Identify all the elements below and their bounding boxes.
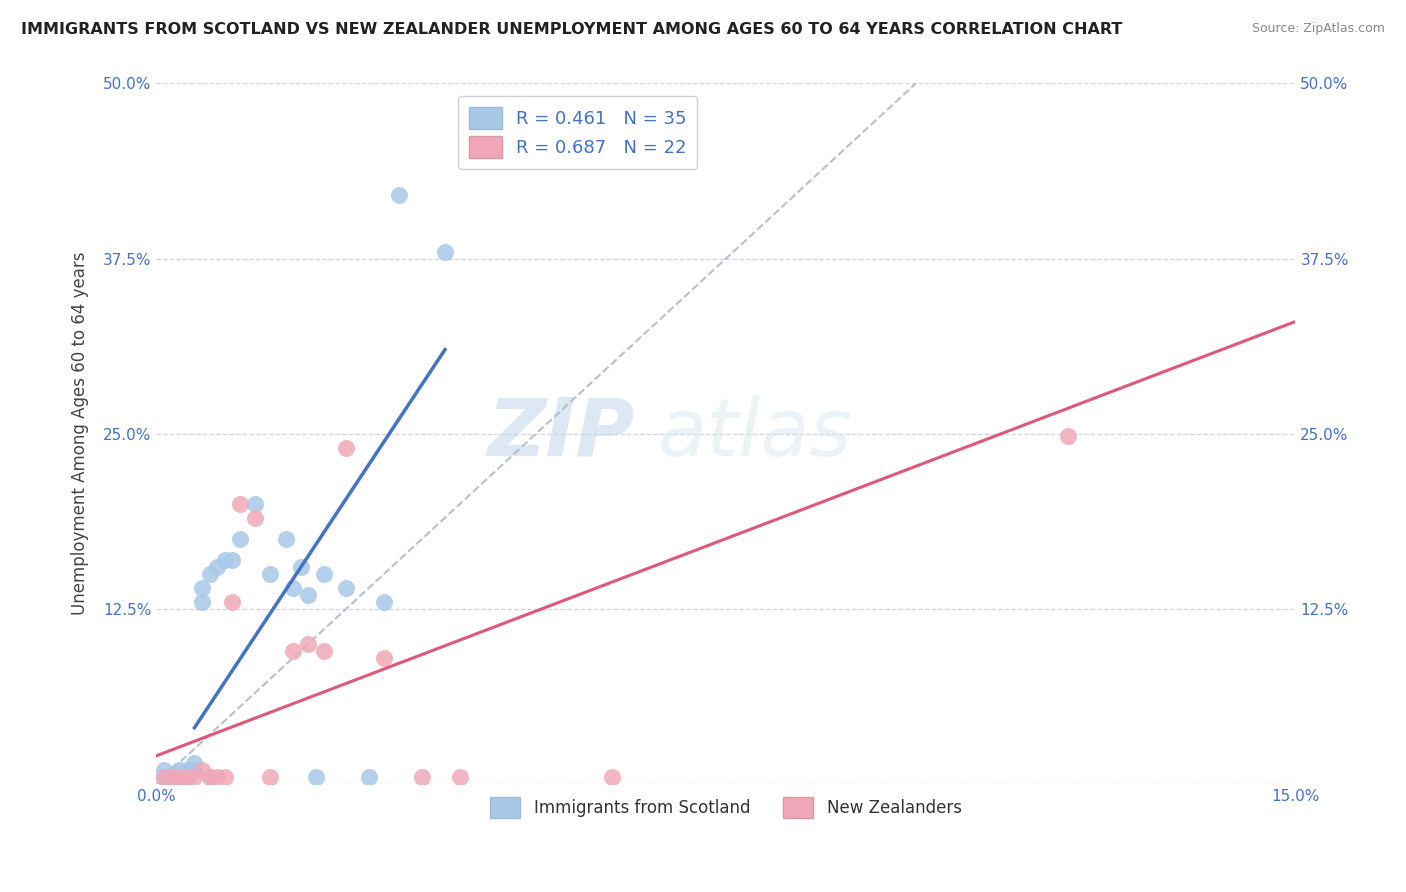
Point xyxy=(283,643,305,657)
Point xyxy=(245,497,267,511)
Point xyxy=(191,763,214,777)
Point xyxy=(373,650,395,665)
Point xyxy=(229,497,252,511)
Point xyxy=(305,770,328,784)
Text: Source: ZipAtlas.com: Source: ZipAtlas.com xyxy=(1251,22,1385,36)
Point xyxy=(312,643,335,657)
Point xyxy=(373,595,395,609)
Point xyxy=(160,767,183,781)
Point xyxy=(411,770,433,784)
Point xyxy=(160,770,183,784)
Point xyxy=(600,770,623,784)
Point xyxy=(1056,429,1078,443)
Point xyxy=(169,763,191,777)
Point xyxy=(176,767,198,781)
Point xyxy=(153,770,176,784)
Point xyxy=(153,763,176,777)
Point xyxy=(335,581,357,595)
Legend: Immigrants from Scotland, New Zealanders: Immigrants from Scotland, New Zealanders xyxy=(484,790,969,824)
Text: ZIP: ZIP xyxy=(488,394,636,473)
Point xyxy=(153,770,176,784)
Y-axis label: Unemployment Among Ages 60 to 64 years: Unemployment Among Ages 60 to 64 years xyxy=(72,252,89,615)
Text: atlas: atlas xyxy=(658,394,852,473)
Point xyxy=(335,441,357,455)
Point xyxy=(183,763,205,777)
Point xyxy=(191,581,214,595)
Point xyxy=(359,770,381,784)
Point xyxy=(214,552,236,566)
Point xyxy=(207,770,229,784)
Point xyxy=(312,566,335,581)
Point xyxy=(198,566,221,581)
Point xyxy=(259,770,281,784)
Point xyxy=(191,595,214,609)
Point xyxy=(449,770,471,784)
Point xyxy=(245,510,267,524)
Point xyxy=(183,770,205,784)
Point xyxy=(221,552,243,566)
Point xyxy=(176,770,198,784)
Point xyxy=(207,559,229,574)
Point xyxy=(183,756,205,770)
Point xyxy=(297,588,319,602)
Point xyxy=(388,188,411,202)
Point xyxy=(283,581,305,595)
Point xyxy=(274,532,297,546)
Point xyxy=(176,763,198,777)
Point xyxy=(176,770,198,784)
Point xyxy=(214,770,236,784)
Point xyxy=(198,770,221,784)
Point xyxy=(297,637,319,651)
Point xyxy=(229,532,252,546)
Point xyxy=(160,770,183,784)
Point xyxy=(290,559,312,574)
Point xyxy=(169,770,191,784)
Point xyxy=(160,770,183,784)
Point xyxy=(259,566,281,581)
Point xyxy=(153,770,176,784)
Point xyxy=(169,770,191,784)
Point xyxy=(221,595,243,609)
Text: IMMIGRANTS FROM SCOTLAND VS NEW ZEALANDER UNEMPLOYMENT AMONG AGES 60 TO 64 YEARS: IMMIGRANTS FROM SCOTLAND VS NEW ZEALANDE… xyxy=(21,22,1122,37)
Point xyxy=(169,770,191,784)
Point xyxy=(198,770,221,784)
Point xyxy=(434,244,457,259)
